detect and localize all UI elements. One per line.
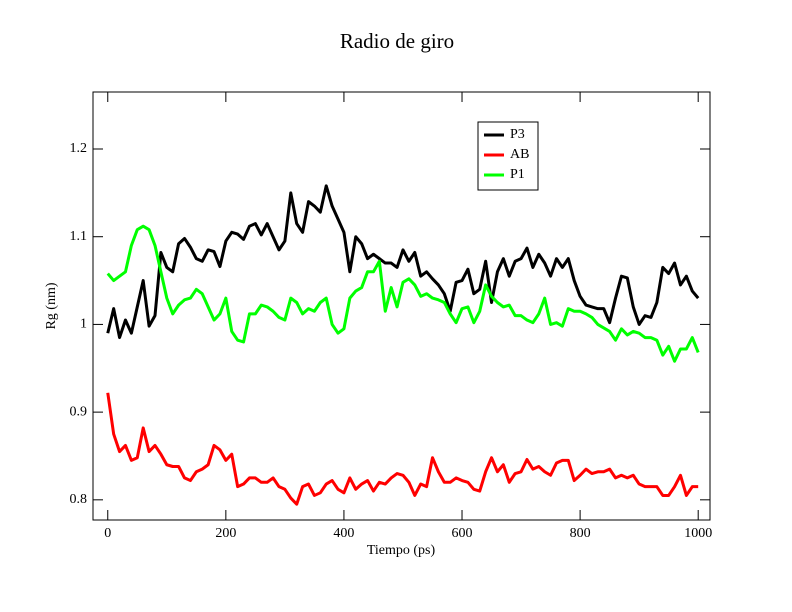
y-axis-label: Rg (nm) <box>44 282 59 329</box>
chart-title: Radio de giro <box>340 29 454 53</box>
legend-label: P3 <box>510 127 525 142</box>
x-tick-label: 600 <box>452 526 473 541</box>
plot-frame <box>92 91 711 521</box>
y-tick-label: 0.8 <box>70 492 88 507</box>
data-line <box>106 392 699 506</box>
x-tick-label: 0 <box>104 526 111 541</box>
x-tick-label: 800 <box>570 526 591 541</box>
data-line <box>106 184 700 340</box>
x-tick-label: 400 <box>333 526 354 541</box>
y-tick-label: 0.9 <box>70 404 88 419</box>
x-tick-label: 1000 <box>684 526 712 541</box>
x-axis-label: Tiempo (ps) <box>367 543 436 558</box>
y-tick-label: 1 <box>80 317 87 332</box>
x-tick-label: 200 <box>215 526 236 541</box>
y-tick-label: 1.2 <box>70 141 88 156</box>
legend-label: P1 <box>510 167 525 182</box>
y-tick-label: 1.1 <box>70 229 88 244</box>
legend-label: AB <box>510 147 529 162</box>
data-line <box>106 224 700 363</box>
